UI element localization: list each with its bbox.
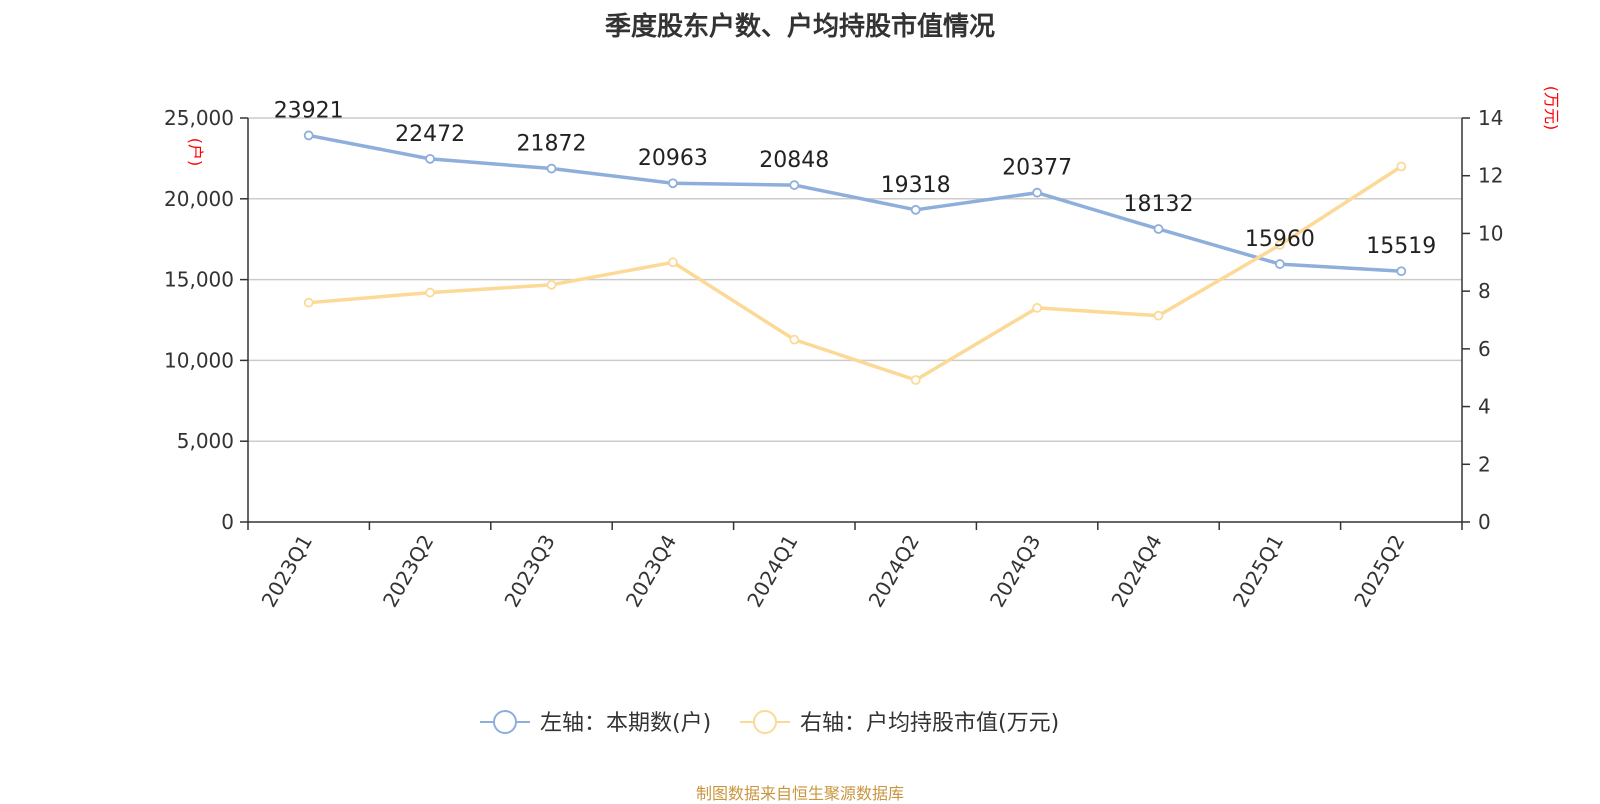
series-layer — [303, 130, 1407, 385]
series-1-point — [1275, 259, 1285, 269]
data-label: 18132 — [1124, 192, 1194, 217]
x-tick-label: 2024Q3 — [985, 531, 1045, 612]
legend-label-2: 右轴：户均持股市值(万元) — [800, 711, 1059, 736]
series-line-2 — [308, 165, 1403, 382]
right-tick-label: 10 — [1478, 221, 1503, 245]
left-axis-ticks: 0 5,000 10,000 15,000 20,000 25,000 — [164, 106, 248, 534]
series-1-point — [1396, 266, 1407, 277]
right-tick-label: 12 — [1478, 164, 1503, 188]
grid-lines — [248, 117, 1462, 442]
series-2-point — [546, 279, 557, 290]
right-tick-label: 6 — [1478, 337, 1491, 361]
x-tick-label: 2024Q1 — [742, 531, 802, 612]
x-tick-label: 2023Q4 — [621, 531, 681, 612]
data-label: 20377 — [1002, 156, 1072, 181]
series-1-point — [789, 180, 800, 190]
chart-title: 季度股东户数、户均持股市值情况 — [604, 12, 995, 42]
series-1-point — [668, 178, 678, 189]
series-2-point — [789, 334, 800, 345]
series-1-point — [1032, 187, 1042, 198]
series-1-point — [1153, 224, 1164, 234]
left-tick-label: 15,000 — [164, 268, 234, 292]
series-2-point — [1153, 310, 1164, 321]
right-axis-unit: (万元) — [1542, 86, 1561, 131]
axes: (户) (万元) — [186, 86, 1561, 523]
right-tick-label: 8 — [1478, 279, 1491, 303]
series-2-point — [668, 257, 678, 268]
data-label: 19318 — [881, 173, 951, 198]
left-tick-label: 20,000 — [164, 187, 234, 211]
data-label: 23921 — [274, 98, 344, 123]
x-tick-label: 2024Q4 — [1106, 531, 1166, 612]
right-tick-label: 2 — [1478, 452, 1491, 476]
data-label: 20848 — [759, 148, 829, 173]
series-2-point — [910, 375, 921, 385]
x-tick-label: 2024Q2 — [864, 531, 924, 612]
series-2-point — [425, 287, 436, 298]
series-2-point — [1275, 240, 1285, 250]
series-2-point — [1032, 302, 1042, 313]
legend-label-1: 左轴：本期数(户) — [540, 711, 711, 736]
data-label: 21872 — [517, 132, 587, 157]
left-tick-label: 5,000 — [177, 429, 234, 453]
series-1-point — [546, 163, 557, 174]
left-tick-label: 25,000 — [164, 106, 234, 130]
series-2-point — [303, 297, 314, 308]
x-tick-label: 2025Q2 — [1349, 531, 1409, 612]
legend-marker-2 — [753, 710, 777, 734]
x-tick-label: 2023Q2 — [378, 531, 438, 612]
left-axis-unit: (户) — [186, 138, 205, 167]
x-axis-ticks: 2023Q1 2023Q2 2023Q3 2023Q4 2024Q1 2024Q2 2024… — [247, 522, 1463, 612]
x-tick-label: 2023Q3 — [499, 531, 559, 612]
data-source-note: 制图数据来自恒生聚源数据库 — [695, 784, 904, 803]
x-tick-label: 2023Q1 — [257, 531, 317, 612]
series-1-point — [910, 204, 921, 215]
series-1-point — [303, 130, 314, 141]
right-tick-label: 4 — [1478, 395, 1491, 419]
left-tick-label: 0 — [221, 510, 234, 534]
series-2-point — [1396, 161, 1407, 172]
data-label: 15960 — [1245, 227, 1315, 252]
series-1-point — [425, 153, 436, 164]
data-label: 22472 — [395, 122, 465, 147]
legend: 左轴：本期数(户) 右轴：户均持股市值(万元) — [480, 710, 1059, 736]
data-labels: 23921 22472 21872 20963 20848 19318 20377 18132… — [274, 98, 1437, 259]
x-tick-label: 2025Q1 — [1228, 531, 1288, 612]
data-label: 20963 — [638, 146, 708, 171]
legend-marker-1 — [493, 710, 517, 734]
right-tick-label: 14 — [1478, 106, 1503, 130]
right-tick-label: 0 — [1478, 510, 1491, 534]
data-label: 15519 — [1366, 234, 1436, 259]
series-line-1 — [308, 133, 1402, 273]
left-tick-label: 10,000 — [164, 348, 234, 372]
right-axis-ticks: 0 2 4 6 8 10 12 14 — [1462, 106, 1503, 534]
